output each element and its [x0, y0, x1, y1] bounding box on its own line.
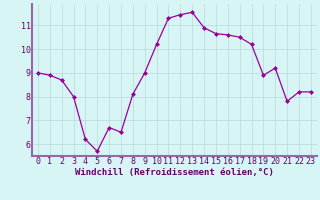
X-axis label: Windchill (Refroidissement éolien,°C): Windchill (Refroidissement éolien,°C)	[75, 168, 274, 177]
